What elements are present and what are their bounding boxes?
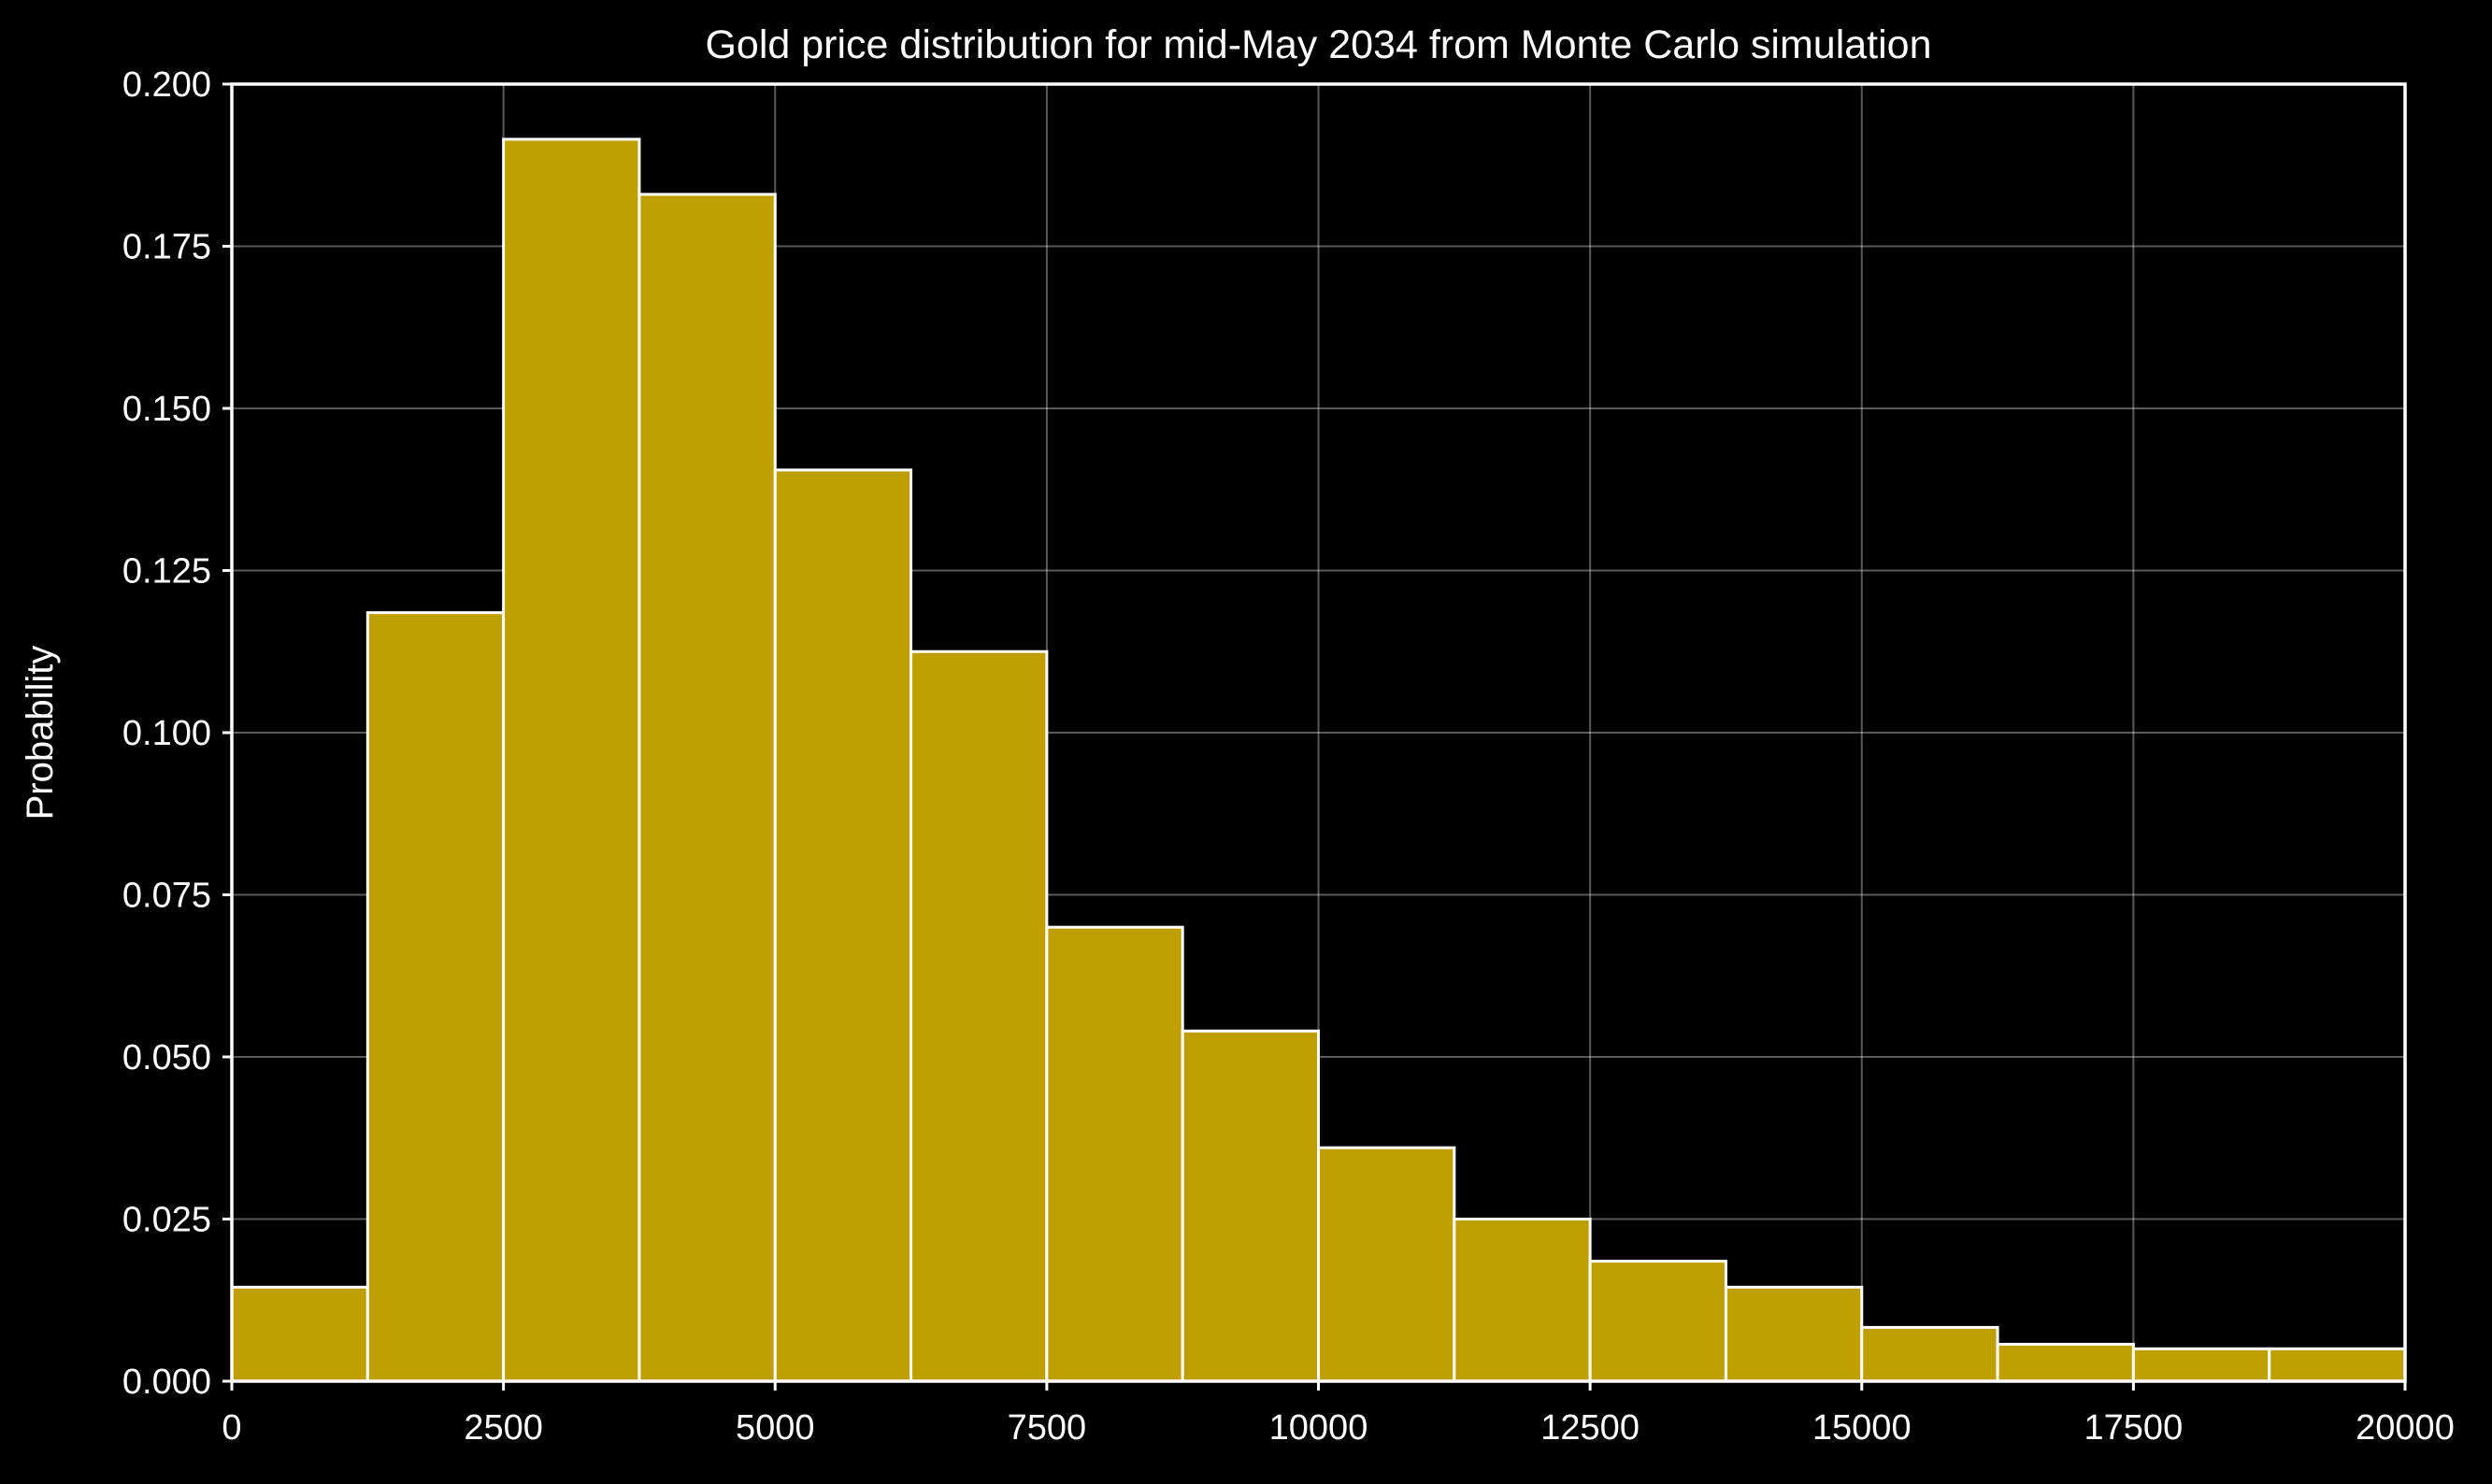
- histogram-bar: [773, 468, 913, 1383]
- y-tick-label: 0.150: [122, 390, 211, 429]
- histogram-bar: [230, 1285, 369, 1383]
- y-axis-label: Probability: [20, 646, 61, 820]
- x-tick-label: 17500: [2084, 1408, 2184, 1448]
- x-tick-label: 2500: [464, 1408, 543, 1448]
- y-tick-label: 0.000: [122, 1363, 211, 1402]
- bars: [230, 137, 2407, 1383]
- y-tick-label: 0.200: [122, 65, 211, 105]
- histogram-bar: [1996, 1342, 2135, 1383]
- histogram-bar: [1588, 1260, 1727, 1383]
- y-tick-label: 0.050: [122, 1038, 211, 1077]
- x-tick-label: 5000: [736, 1408, 815, 1448]
- x-tick-label: 0: [222, 1408, 241, 1448]
- histogram-bar: [1181, 1029, 1320, 1383]
- x-tick-label: 20000: [2356, 1408, 2455, 1448]
- y-tick-label: 0.025: [122, 1201, 211, 1240]
- y-tick-label: 0.125: [122, 552, 211, 592]
- histogram-bar: [365, 611, 506, 1383]
- y-tick-label: 0.175: [122, 228, 211, 267]
- histogram-bar: [637, 193, 777, 1383]
- ticks: [222, 82, 2407, 1391]
- histogram-bar: [2131, 1347, 2271, 1383]
- x-tick-label: 7500: [1008, 1408, 1087, 1448]
- histogram-bar: [909, 649, 1049, 1383]
- y-tick-label: 0.100: [122, 714, 211, 753]
- y-tick-label: 0.075: [122, 877, 211, 916]
- histogram-bar: [1453, 1218, 1592, 1383]
- histogram-bar: [1045, 925, 1184, 1383]
- histogram-bar: [1860, 1325, 1999, 1383]
- x-tick-labels: 0 2500 5000 7500 10000 12500 15000 17500 20000: [222, 1408, 2454, 1448]
- histogram-bar: [2268, 1347, 2407, 1383]
- histogram-bar: [1724, 1285, 1864, 1383]
- x-tick-label: 10000: [1269, 1408, 1368, 1448]
- chart-title: Gold price distribution for mid-May 2034…: [705, 22, 1931, 67]
- histogram-bar: [1317, 1146, 1456, 1383]
- histogram-bar: [502, 137, 641, 1383]
- x-tick-label: 15000: [1812, 1408, 1912, 1448]
- x-tick-label: 12500: [1540, 1408, 1640, 1448]
- y-tick-labels: 0.000 0.025 0.050 0.075 0.100 0.125 0.150 0.175…: [122, 65, 211, 1402]
